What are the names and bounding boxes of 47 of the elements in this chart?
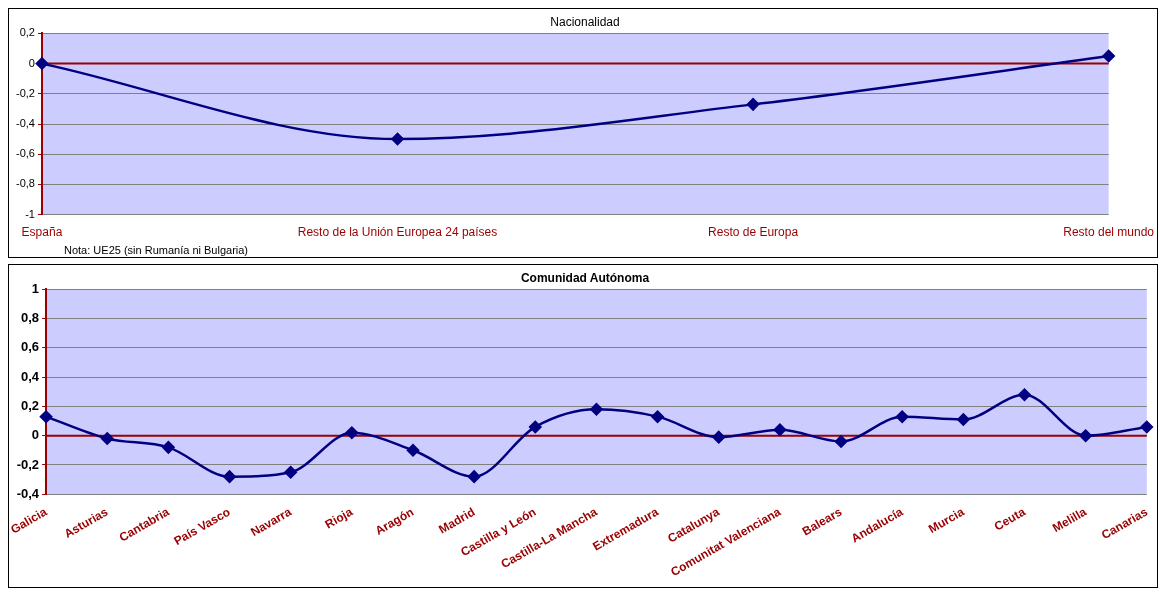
y-tick-label: -0,2 [16, 456, 40, 472]
point [345, 426, 359, 439]
y-tick-label: -0,8 [15, 177, 35, 190]
point [391, 132, 404, 146]
point [712, 430, 725, 444]
y-tick-label: -1 [25, 207, 35, 220]
x-tick-label: Resto del mundo [1063, 225, 1155, 240]
point [1140, 420, 1154, 434]
point [284, 465, 297, 479]
text: Nota: UE25 (sin Rumanía ni Bulgaria) [64, 243, 249, 256]
point [651, 410, 664, 423]
y-tick-label: 0 [31, 427, 40, 443]
y-tick-label: 1 [31, 280, 40, 296]
y-tick-label: -0,2 [15, 86, 35, 99]
y-tick-label: 0,8 [21, 310, 40, 326]
x-tick-label: Resto de la Unión Europea 24 países [297, 225, 498, 240]
y-tick-label: 0 [28, 56, 35, 69]
y-tick-label: 0,6 [21, 339, 40, 355]
point [39, 410, 53, 423]
point [834, 435, 848, 448]
point [1018, 388, 1031, 401]
point [35, 57, 49, 70]
chart-title: Nacionalidad [550, 14, 620, 29]
y-tick-label: 0,2 [21, 398, 40, 413]
point [467, 470, 481, 483]
point [1102, 49, 1115, 63]
x-tick-label: Rioja [322, 504, 356, 532]
point [773, 423, 787, 437]
y-tick-label: -0,4 [16, 485, 40, 501]
chart-title: Comunidad Autónoma [520, 270, 650, 285]
point [529, 420, 542, 434]
point [746, 98, 760, 111]
x-tick-label: Resto de Europa [708, 225, 799, 240]
y-tick-label: 0,2 [19, 26, 35, 39]
x-tick-label: España [21, 225, 63, 240]
point [957, 413, 970, 426]
y-tick-label: 0,4 [21, 368, 40, 384]
point [590, 403, 603, 416]
y-tick-label: -0,6 [15, 147, 35, 160]
point [1079, 429, 1092, 442]
x-tick-label: País Vasco [171, 504, 233, 549]
point [100, 432, 114, 445]
point [895, 410, 909, 423]
point [223, 470, 236, 483]
point [406, 444, 420, 457]
point [162, 441, 175, 454]
y-tick-label: -0,4 [15, 117, 35, 130]
